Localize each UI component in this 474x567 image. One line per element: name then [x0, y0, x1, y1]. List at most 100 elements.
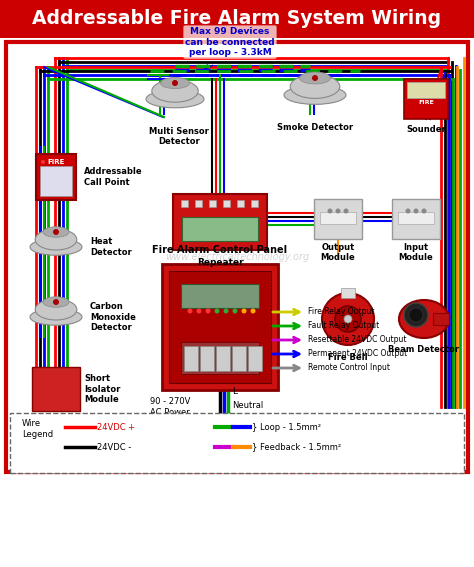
Text: Input
Module: Input Module — [399, 243, 433, 263]
Circle shape — [53, 229, 59, 235]
Circle shape — [188, 308, 192, 314]
FancyBboxPatch shape — [182, 217, 258, 241]
Text: Output
Module: Output Module — [320, 243, 356, 263]
Circle shape — [344, 209, 348, 214]
Text: ←Earth / Ground: ←Earth / Ground — [228, 413, 297, 421]
FancyBboxPatch shape — [329, 435, 336, 441]
Text: Repeater: Repeater — [197, 258, 243, 267]
FancyBboxPatch shape — [32, 367, 80, 411]
Circle shape — [312, 75, 318, 81]
Text: L: L — [232, 387, 237, 396]
Text: Addressable Fire Alarm System Wiring: Addressable Fire Alarm System Wiring — [32, 10, 442, 28]
Text: Smoke Detector: Smoke Detector — [277, 123, 353, 132]
Text: 90 - 270V
AC Power: 90 - 270V AC Power — [150, 397, 190, 417]
Text: Beam Detector: Beam Detector — [389, 345, 459, 354]
FancyBboxPatch shape — [217, 345, 230, 370]
Circle shape — [241, 308, 246, 314]
Bar — [0, 0, 474, 38]
FancyBboxPatch shape — [316, 435, 323, 441]
Circle shape — [322, 293, 374, 345]
Circle shape — [335, 306, 361, 332]
Text: Main DB: Main DB — [143, 438, 185, 446]
Ellipse shape — [35, 229, 77, 250]
FancyBboxPatch shape — [252, 200, 258, 206]
FancyBboxPatch shape — [327, 426, 338, 458]
Circle shape — [336, 209, 340, 214]
FancyBboxPatch shape — [181, 342, 259, 374]
Text: www.electricaltechnology.org: www.electricaltechnology.org — [165, 252, 309, 262]
Circle shape — [328, 209, 332, 214]
FancyBboxPatch shape — [398, 212, 434, 224]
FancyBboxPatch shape — [224, 200, 230, 206]
FancyBboxPatch shape — [392, 199, 440, 239]
FancyBboxPatch shape — [320, 212, 356, 224]
Circle shape — [405, 209, 410, 214]
FancyBboxPatch shape — [277, 435, 284, 441]
Text: Wire
Legend: Wire Legend — [22, 420, 53, 439]
Text: FIRE: FIRE — [47, 159, 64, 165]
FancyBboxPatch shape — [206, 420, 355, 464]
FancyBboxPatch shape — [210, 200, 217, 206]
FancyBboxPatch shape — [40, 166, 72, 196]
Text: Sounder: Sounder — [406, 125, 446, 134]
Ellipse shape — [43, 227, 69, 237]
FancyBboxPatch shape — [314, 426, 325, 458]
Ellipse shape — [290, 75, 340, 99]
FancyBboxPatch shape — [233, 345, 246, 370]
FancyBboxPatch shape — [238, 435, 245, 441]
Circle shape — [344, 315, 352, 323]
FancyBboxPatch shape — [330, 426, 349, 458]
FancyBboxPatch shape — [251, 435, 258, 441]
Circle shape — [172, 80, 178, 86]
Circle shape — [41, 160, 45, 164]
FancyBboxPatch shape — [404, 79, 448, 119]
FancyBboxPatch shape — [407, 82, 445, 98]
Text: Remote Control Input: Remote Control Input — [308, 363, 390, 373]
Text: FIRE: FIRE — [418, 100, 434, 105]
Circle shape — [233, 308, 237, 314]
FancyBboxPatch shape — [201, 345, 215, 370]
FancyBboxPatch shape — [264, 435, 271, 441]
Text: Fault Relay Output: Fault Relay Output — [308, 321, 379, 331]
Circle shape — [224, 308, 228, 314]
FancyBboxPatch shape — [262, 426, 273, 458]
FancyBboxPatch shape — [173, 194, 267, 250]
Ellipse shape — [161, 78, 190, 88]
Text: Addressable
Call Point: Addressable Call Point — [84, 167, 143, 187]
Ellipse shape — [30, 309, 82, 325]
Text: Carbon
Monoxide
Detector: Carbon Monoxide Detector — [90, 302, 136, 332]
Ellipse shape — [146, 90, 204, 108]
Text: 24VDC -: 24VDC - — [97, 442, 131, 451]
Text: Multi Sensor
Detector: Multi Sensor Detector — [149, 127, 209, 146]
Text: Resettable 24VDC Output: Resettable 24VDC Output — [308, 336, 407, 345]
FancyBboxPatch shape — [314, 199, 362, 239]
Circle shape — [404, 303, 428, 327]
Circle shape — [413, 209, 419, 214]
FancyBboxPatch shape — [301, 426, 312, 458]
Bar — [6, 42, 468, 472]
FancyBboxPatch shape — [36, 154, 76, 200]
FancyBboxPatch shape — [290, 435, 297, 441]
FancyBboxPatch shape — [275, 426, 286, 458]
FancyBboxPatch shape — [288, 426, 299, 458]
Circle shape — [197, 308, 201, 314]
Text: } Loop - 1.5mm²: } Loop - 1.5mm² — [252, 422, 321, 431]
Text: Fire Relay Output: Fire Relay Output — [308, 307, 374, 316]
Ellipse shape — [399, 300, 449, 338]
FancyBboxPatch shape — [181, 284, 259, 308]
FancyBboxPatch shape — [303, 435, 310, 441]
Ellipse shape — [300, 72, 330, 84]
Text: Permanent 24VDC Output: Permanent 24VDC Output — [308, 349, 407, 358]
FancyBboxPatch shape — [10, 413, 464, 473]
Circle shape — [409, 308, 423, 322]
FancyBboxPatch shape — [223, 426, 234, 458]
FancyBboxPatch shape — [236, 426, 247, 458]
FancyBboxPatch shape — [248, 345, 263, 370]
Text: Neutral: Neutral — [232, 400, 263, 409]
FancyBboxPatch shape — [195, 200, 202, 206]
FancyBboxPatch shape — [225, 435, 232, 441]
FancyBboxPatch shape — [433, 313, 449, 325]
FancyBboxPatch shape — [184, 345, 199, 370]
Ellipse shape — [30, 239, 82, 255]
Circle shape — [421, 209, 427, 214]
